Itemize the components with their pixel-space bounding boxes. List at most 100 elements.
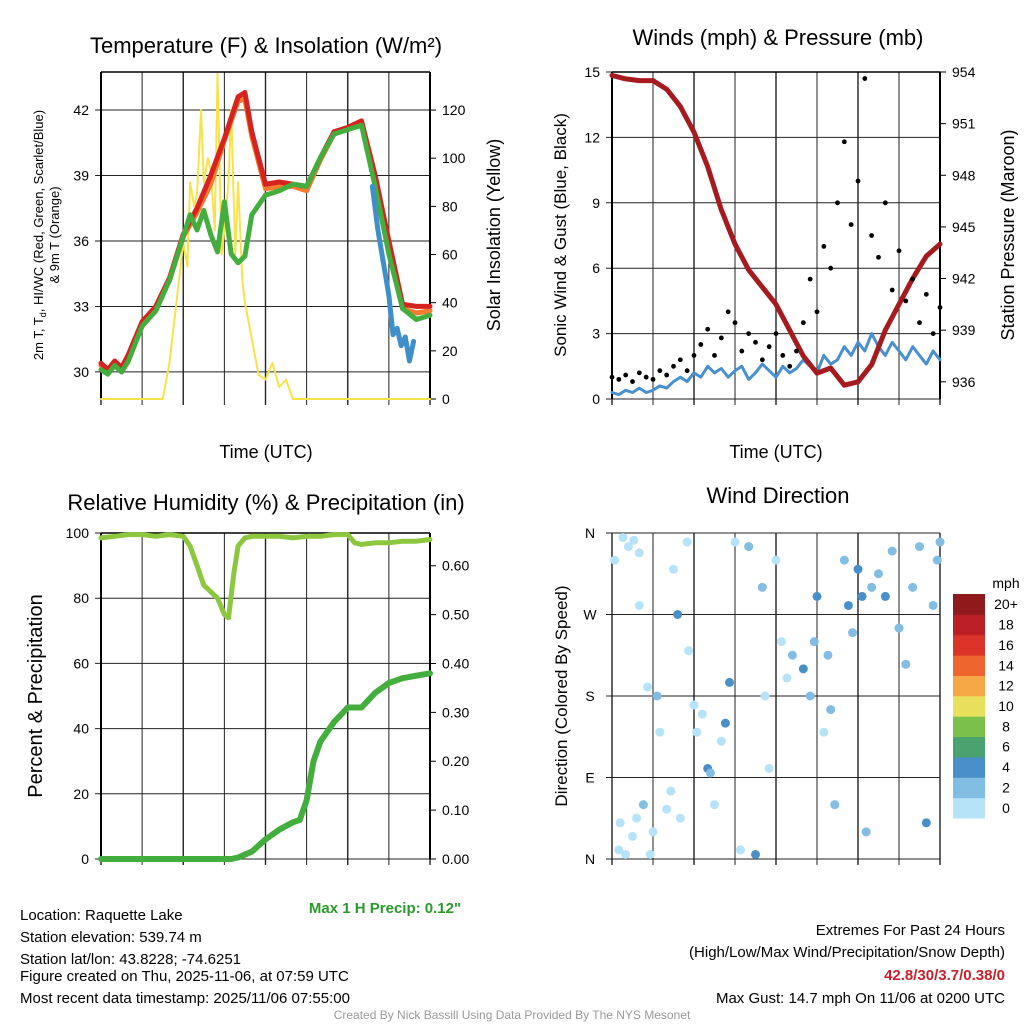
y-tick-label: 20	[73, 786, 89, 802]
plot-3-grid	[606, 532, 941, 865]
wind-direction-point	[682, 537, 692, 547]
colorbar-bin	[953, 716, 985, 738]
wind-direction-point	[645, 849, 655, 859]
y-tick-label: 100	[66, 525, 90, 541]
wind-direction-point	[908, 582, 918, 592]
gust-point	[746, 331, 752, 336]
gust-point	[753, 339, 758, 345]
wind-direction-point	[848, 628, 858, 638]
wind-direction-point	[805, 691, 815, 701]
temperature-y-axis-label: 2m T, Td, HI/WC (Red, Green, Scarlet/Blu…	[31, 110, 48, 360]
y-tick-label: E	[585, 770, 594, 786]
wind-direction-point	[764, 763, 774, 773]
figure-created-text: Figure created on Thu, 2025-11-06, at 07…	[20, 968, 349, 985]
wind-direction-point	[634, 548, 644, 558]
series-precipitation	[98, 670, 433, 862]
colorbar-bin	[953, 655, 985, 676]
wind-direction-point	[720, 718, 730, 728]
gust-point	[650, 376, 656, 382]
wind-direction-point	[867, 582, 877, 592]
plot-2-grid	[95, 532, 436, 865]
gust-point	[787, 363, 793, 369]
colorbar-label: 4	[1002, 759, 1010, 775]
wind-direction-point	[716, 736, 726, 746]
gust-point	[828, 265, 834, 271]
y2-tick-label: 0.00	[442, 851, 469, 867]
wind-direction-point	[932, 555, 942, 565]
winds-chart-title: Winds (mph) & Pressure (mb)	[633, 25, 924, 50]
gust-point	[821, 244, 827, 249]
y2-tick-label: 0.20	[442, 753, 469, 769]
gust-point	[766, 344, 772, 350]
y2-tick-label: 80	[442, 198, 458, 214]
y-tick-label: N	[585, 525, 595, 541]
insolation-y-axis-label: Solar Insolation (Yellow)	[484, 139, 504, 331]
colorbar-bin	[953, 756, 985, 778]
wind-direction-point	[887, 546, 897, 556]
wind-direction-point	[634, 600, 644, 610]
y2-tick-label: 0.60	[442, 558, 469, 574]
plot-1-grid	[606, 71, 946, 405]
gust-point	[917, 320, 922, 326]
wind-direction-point	[692, 727, 702, 737]
gust-point	[937, 305, 943, 310]
wind-direction-point	[787, 650, 797, 660]
y-tick-label: 15	[584, 64, 600, 80]
wind-direction-point	[782, 673, 792, 683]
y2-tick-label: 20	[442, 343, 458, 359]
colorbar-label: 20+	[994, 596, 1018, 612]
y2-tick-label: 951	[952, 116, 976, 132]
humidity-y-axis-label: Percent & Precipitation	[25, 594, 47, 797]
wind-direction-point	[857, 591, 867, 601]
wind-direction-point	[823, 650, 833, 660]
wind-direction-point	[710, 800, 719, 810]
plot-layer: 3033363942020406080100120036912159369399…	[66, 64, 1020, 867]
plot-0-grid	[95, 71, 436, 405]
series-station-pressure	[609, 72, 943, 388]
wind-direction-point	[684, 646, 694, 656]
colorbar-label: 2	[1002, 779, 1010, 795]
colorbar-label: 8	[1002, 718, 1010, 734]
wind-direction-point	[776, 637, 786, 647]
gust-point	[671, 363, 676, 369]
gust-point	[889, 287, 895, 293]
wind-direction-point	[812, 591, 822, 601]
wind-direction-point	[757, 582, 767, 592]
wind-direction-point	[798, 664, 808, 674]
y-tick-label: W	[583, 607, 597, 623]
wind-direction-point	[760, 691, 770, 701]
gust-point	[684, 368, 690, 374]
series-sonic-wind	[610, 332, 942, 397]
wind-direction-point	[615, 818, 625, 828]
y2-tick-label: 40	[442, 295, 458, 311]
wind-direction-point	[730, 537, 740, 547]
y-tick-label: 60	[73, 655, 89, 671]
wind-direction-point	[843, 600, 853, 610]
colorbar-bin	[953, 777, 985, 799]
winds-x-axis-label: Time (UTC)	[729, 442, 822, 462]
wind-direction-point	[655, 727, 665, 737]
colorbar-bin	[953, 614, 985, 636]
colorbar-bin	[953, 594, 985, 615]
ylabel-part: , HI/WC (Red, Green, Scarlet/Blue)	[31, 110, 46, 312]
gust-point	[862, 76, 868, 81]
extremes-title: Extremes For Past 24 Hours	[816, 922, 1005, 939]
wind-direction-point	[629, 535, 639, 545]
y2-tick-label: 936	[952, 374, 976, 390]
gust-point	[841, 139, 847, 145]
direction-y-axis-label: Direction (Colored By Speed)	[552, 585, 571, 806]
colorbar-label: 0	[1002, 800, 1010, 816]
colorbar-label: 18	[998, 617, 1014, 633]
gust-point	[794, 348, 799, 354]
y2-tick-label: 945	[952, 219, 976, 235]
wind-direction-point	[618, 533, 628, 543]
gust-point	[725, 309, 731, 315]
wind-direction-point	[673, 610, 683, 619]
gust-point	[800, 320, 806, 326]
wind-direction-point	[632, 813, 642, 823]
y-tick-label: 33	[73, 298, 89, 314]
gust-point	[835, 200, 840, 206]
y-tick-label: 6	[592, 260, 600, 276]
wind-direction-point	[697, 709, 707, 719]
